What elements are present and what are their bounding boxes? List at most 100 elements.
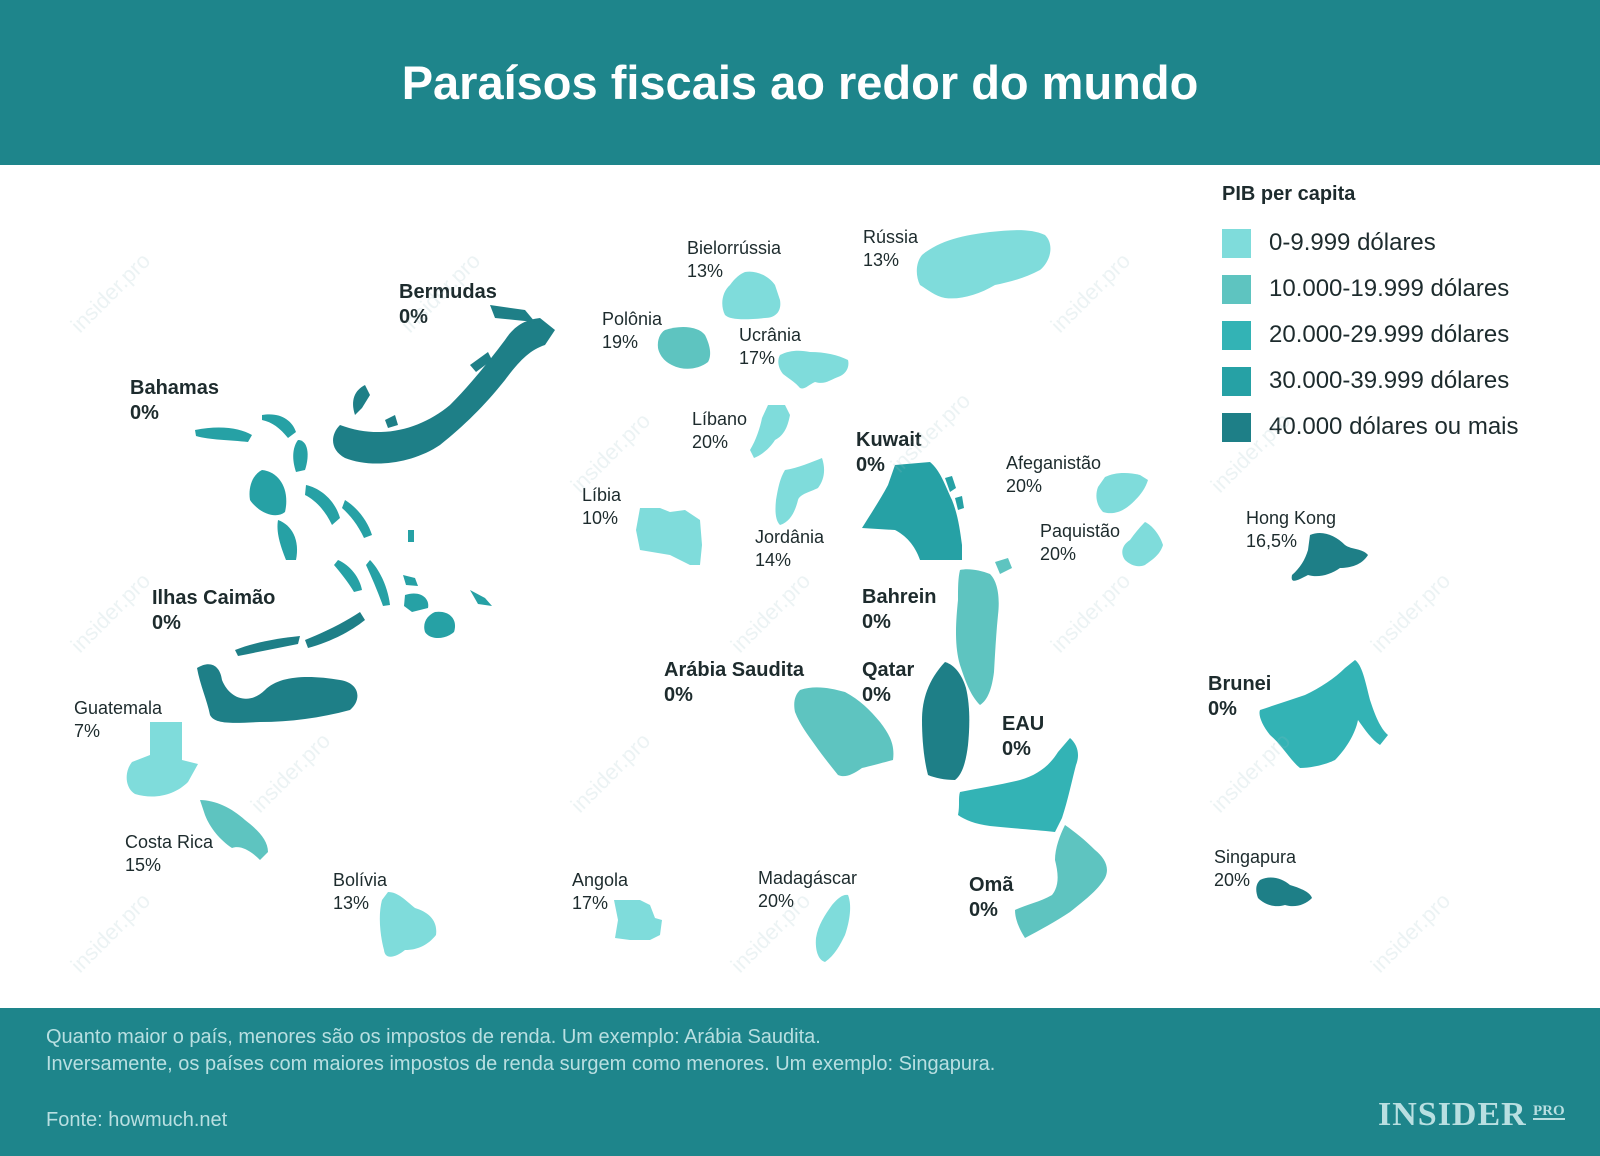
header-banner: Paraísos fiscais ao redor do mundo	[0, 0, 1600, 165]
country-name: Guatemala	[74, 698, 163, 718]
legend-swatch	[1222, 412, 1251, 442]
country-shape-russia	[916, 230, 1051, 299]
country-shape-eau	[958, 738, 1078, 832]
country-name: Madagáscar	[758, 868, 858, 888]
country-shape-libia	[636, 508, 702, 565]
legend-item: 20.000-29.999 dólares	[1222, 312, 1519, 358]
country-label-ilhas-caimao: Ilhas Caimão 0%	[152, 586, 275, 636]
country-name: Kuwait	[856, 429, 922, 451]
country-name: EAU	[1002, 713, 1045, 735]
country-tax: 20%	[758, 890, 795, 911]
country-shape-bermudas	[333, 305, 555, 464]
country-shape-madagascar	[815, 894, 851, 962]
country-label-bahrein: Bahrein 0%	[862, 585, 936, 635]
country-name: Ucrânia	[739, 325, 802, 345]
logo-main: INSIDER	[1378, 1096, 1527, 1133]
country-tax: 0%	[862, 611, 891, 633]
country-label-guatemala: Guatemala 7%	[74, 697, 162, 742]
country-name: Bolívia	[333, 870, 388, 890]
map-canvas	[126, 230, 1388, 962]
country-name: Bermudas	[399, 281, 497, 303]
country-shape-polonia	[657, 327, 711, 369]
country-shape-guatemala	[126, 722, 198, 797]
country-name: Bahamas	[130, 377, 219, 399]
logo-sub: PRO	[1533, 1103, 1565, 1120]
country-shape-afeganistao	[1096, 472, 1148, 514]
country-label-oma: Omã 0%	[969, 873, 1013, 923]
country-label-hong-kong: Hong Kong 16,5%	[1246, 507, 1336, 552]
country-name: Arábia Saudita	[664, 659, 805, 681]
country-tax: 0%	[1208, 698, 1237, 720]
country-label-paquistao: Paquistão 20%	[1040, 520, 1120, 565]
legend-label: 0-9.999 dólares	[1269, 229, 1436, 256]
country-label-eau: EAU 0%	[1002, 712, 1044, 762]
country-label-bielorrussia: Bielorrússia 13%	[687, 237, 781, 282]
country-tax: 20%	[1040, 543, 1077, 564]
country-label-bermudas: Bermudas 0%	[399, 280, 497, 330]
country-tax: 0%	[1002, 738, 1031, 760]
legend-label: 40.000 dólares ou mais	[1269, 413, 1519, 440]
country-tax: 20%	[692, 431, 729, 452]
country-name: Afeganistão	[1006, 453, 1102, 473]
country-name: Jordânia	[755, 527, 825, 547]
country-shape-hong-kong	[1291, 533, 1368, 581]
legend-title: PIB per capita	[1222, 183, 1356, 205]
country-tax: 13%	[687, 260, 724, 281]
footer-note-line2: Inversamente, os países com maiores impo…	[46, 1053, 996, 1075]
country-shape-jordania	[775, 458, 825, 525]
country-tax: 20%	[1214, 869, 1251, 890]
legend-item: 10.000-19.999 dólares	[1222, 266, 1519, 312]
country-tax: 0%	[862, 684, 891, 706]
country-name: Líbia	[582, 485, 622, 505]
country-tax: 10%	[582, 507, 619, 528]
country-label-singapura: Singapura 20%	[1214, 846, 1296, 891]
country-label-russia: Rússia 13%	[863, 226, 918, 271]
country-name: Rússia	[863, 227, 919, 247]
legend-item: 0-9.999 dólares	[1222, 220, 1519, 266]
country-label-brunei: Brunei 0%	[1208, 672, 1271, 722]
country-label-jordania: Jordânia 14%	[755, 526, 824, 571]
country-shape-arabia-saudita	[794, 687, 894, 777]
country-name: Bielorrússia	[687, 238, 782, 258]
country-tax: 0%	[152, 612, 181, 634]
country-shape-paquistao	[1122, 522, 1163, 567]
legend-item: 30.000-39.999 dólares	[1222, 358, 1519, 404]
country-name: Paquistão	[1040, 521, 1121, 541]
country-tax: 0%	[399, 306, 428, 328]
country-label-libano: Líbano 20%	[692, 408, 747, 453]
country-shape-kuwait	[862, 462, 964, 560]
country-shape-bahrein	[956, 558, 1012, 705]
country-tax: 14%	[755, 549, 792, 570]
country-name: Angola	[572, 870, 629, 890]
country-tax: 0%	[856, 454, 885, 476]
country-label-qatar: Qatar 0%	[862, 658, 914, 708]
country-shape-libano	[750, 405, 790, 458]
country-shape-ilhas-caimao	[197, 612, 365, 723]
country-shape-qatar	[922, 662, 970, 780]
country-shape-brunei	[1259, 660, 1388, 768]
legend-label: 20.000-29.999 dólares	[1269, 321, 1510, 348]
country-tax: 15%	[125, 854, 162, 875]
country-tax: 0%	[969, 899, 998, 921]
country-tax: 13%	[863, 249, 900, 270]
country-tax: 17%	[739, 347, 776, 368]
legend-swatch	[1222, 274, 1251, 304]
footer-note-line1: Quanto maior o país, menores são os impo…	[46, 1026, 821, 1048]
country-tax: 0%	[130, 402, 159, 424]
footer-banner: Quanto maior o país, menores são os impo…	[0, 1008, 1600, 1156]
country-shape-costa-rica	[200, 800, 268, 860]
insider-pro-logo: INSIDER PRO	[1378, 1096, 1565, 1134]
country-name: Qatar	[862, 659, 915, 681]
country-tax: 0%	[664, 684, 693, 706]
country-shape-bahamas	[195, 414, 492, 638]
legend-swatch	[1222, 228, 1251, 258]
country-label-madagascar: Madagáscar 20%	[758, 867, 857, 912]
country-shape-bolivia	[379, 892, 437, 957]
country-label-ucrania: Ucrânia 17%	[739, 324, 801, 369]
legend-item: 40.000 dólares ou mais	[1222, 404, 1519, 450]
country-shape-angola	[614, 900, 662, 940]
country-name: Líbano	[692, 409, 748, 429]
country-shape-oma	[1015, 825, 1107, 938]
country-tax: 7%	[74, 720, 101, 741]
country-tax: 19%	[602, 331, 639, 352]
